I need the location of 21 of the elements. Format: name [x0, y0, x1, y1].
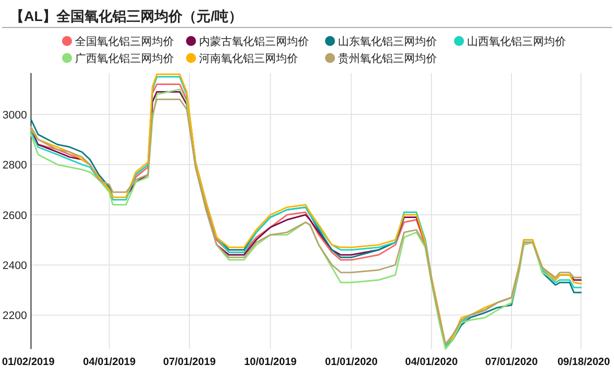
- legend-label: 广西氧化铝三网均价: [75, 52, 174, 65]
- y-tick-label: 2800: [2, 160, 27, 172]
- x-tick-label: 07/01/2020: [485, 356, 538, 368]
- x-tick-label: 04/01/2020: [405, 356, 458, 368]
- chart-title: 【AL】全国氧化铝三网均价（元/吨）: [10, 8, 243, 24]
- y-tick-label: 3000: [2, 109, 27, 122]
- legend-label: 山西氧化铝三网均价: [467, 35, 566, 48]
- x-tick-label: 01/01/2020: [325, 356, 378, 368]
- x-tick-label: 01/02/2019: [2, 356, 55, 368]
- y-tick-label: 2200: [2, 310, 27, 322]
- legend-label: 山东氧化铝三网均价: [338, 35, 437, 48]
- x-tick-label: 09/18/2020: [557, 356, 610, 368]
- legend-label: 内蒙古氧化铝三网均价: [199, 35, 309, 48]
- legend-label: 贵州氧化铝三网均价: [338, 52, 437, 65]
- y-tick-label: 2600: [2, 210, 27, 222]
- legend-label: 河南氧化铝三网均价: [199, 52, 298, 65]
- x-tick-label: 10/01/2019: [244, 356, 297, 368]
- y-tick-label: 2400: [2, 260, 27, 272]
- x-tick-label: 07/01/2019: [163, 356, 216, 368]
- x-tick-label: 04/01/2019: [83, 356, 136, 368]
- legend-label: 全国氧化铝三网均价: [75, 36, 174, 48]
